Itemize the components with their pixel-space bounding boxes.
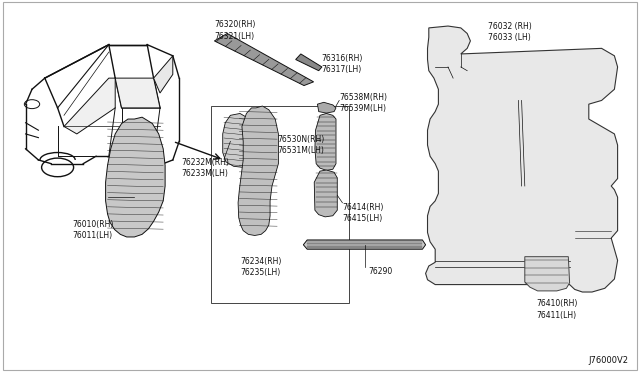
Text: 76316(RH)
76317(LH): 76316(RH) 76317(LH) bbox=[321, 54, 363, 74]
Polygon shape bbox=[238, 106, 278, 235]
Polygon shape bbox=[106, 117, 165, 237]
Polygon shape bbox=[214, 33, 314, 86]
Polygon shape bbox=[303, 240, 426, 249]
Text: 76234(RH)
76235(LH): 76234(RH) 76235(LH) bbox=[240, 257, 282, 277]
Polygon shape bbox=[317, 102, 336, 113]
Polygon shape bbox=[314, 170, 337, 217]
Text: 76320(RH)
76321(LH): 76320(RH) 76321(LH) bbox=[214, 20, 256, 41]
Text: 76232M(RH)
76233M(LH): 76232M(RH) 76233M(LH) bbox=[182, 158, 230, 178]
Polygon shape bbox=[223, 113, 256, 167]
Polygon shape bbox=[315, 113, 336, 170]
Text: 76010(RH)
76011(LH): 76010(RH) 76011(LH) bbox=[72, 220, 114, 240]
Text: 76530N(RH)
76531M(LH): 76530N(RH) 76531M(LH) bbox=[278, 135, 325, 155]
Text: J76000V2: J76000V2 bbox=[589, 356, 628, 365]
Polygon shape bbox=[154, 56, 173, 93]
Text: 76410(RH)
76411(LH): 76410(RH) 76411(LH) bbox=[536, 299, 578, 320]
Polygon shape bbox=[296, 54, 322, 71]
Text: 76290: 76290 bbox=[368, 267, 392, 276]
Bar bbox=[211, 106, 349, 303]
Polygon shape bbox=[525, 257, 570, 291]
Text: 76032 (RH)
76033 (LH): 76032 (RH) 76033 (LH) bbox=[488, 22, 531, 42]
Polygon shape bbox=[115, 78, 160, 108]
Polygon shape bbox=[64, 78, 115, 134]
Text: 76414(RH)
76415(LH): 76414(RH) 76415(LH) bbox=[342, 203, 384, 223]
Polygon shape bbox=[426, 26, 618, 292]
Text: 76538M(RH)
76539M(LH): 76538M(RH) 76539M(LH) bbox=[339, 93, 387, 113]
